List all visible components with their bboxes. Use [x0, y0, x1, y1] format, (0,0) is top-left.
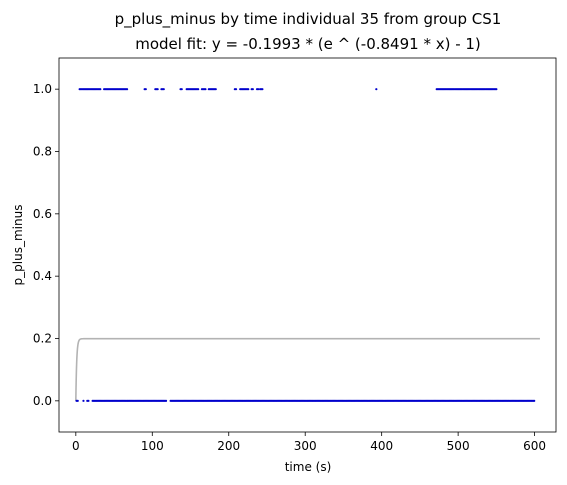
x-tick-label: 300 [294, 439, 317, 453]
x-tick-label: 400 [370, 439, 393, 453]
data-point [144, 88, 147, 91]
scatter-series-0 [78, 88, 498, 91]
data-point [533, 399, 536, 402]
data-point [164, 399, 168, 402]
chart-subtitle: model fit: y = -0.1993 * (e ^ (-0.8491 *… [135, 35, 481, 53]
data-point [156, 88, 159, 91]
data-point [257, 88, 260, 91]
fit-curve [75, 337, 540, 401]
x-tick-label: 200 [217, 439, 240, 453]
data-point [214, 88, 217, 91]
y-tick-label: 0.4 [33, 269, 52, 283]
x-tick-label: 500 [447, 439, 470, 453]
x-tick-label: 100 [141, 439, 164, 453]
scatter-series-1 [75, 399, 536, 402]
data-point [162, 88, 165, 91]
y-tick-label: 0.0 [33, 394, 52, 408]
y-tick-label: 0.8 [33, 145, 52, 159]
x-tick-label: 600 [523, 439, 546, 453]
data-point [180, 88, 183, 91]
chart-title: p_plus_minus by time individual 35 from … [115, 10, 502, 29]
data-point [197, 88, 200, 91]
data-point [82, 399, 85, 402]
data-point [261, 88, 264, 91]
y-axis-ticks: 0.0 0.2 0.4 0.6 0.8 1.0 [33, 82, 59, 408]
data-point [87, 399, 90, 402]
axes-frame [58, 57, 557, 433]
data-point [251, 88, 254, 91]
plot-area [58, 57, 557, 433]
data-point [495, 88, 498, 91]
data-point [204, 88, 207, 91]
y-axis-label: p_plus_minus [11, 205, 25, 286]
data-point [234, 88, 238, 91]
data-point [76, 399, 79, 402]
data-point [375, 88, 378, 91]
data-point [247, 88, 250, 91]
y-tick-label: 0.6 [33, 207, 52, 221]
x-tick-label: 0 [72, 439, 80, 453]
y-tick-label: 1.0 [33, 82, 52, 96]
data-point [125, 88, 129, 91]
y-tick-label: 0.2 [33, 332, 52, 346]
data-point [99, 88, 102, 91]
x-axis-label: time (s) [285, 460, 332, 474]
x-axis-ticks: 0 100 200 300 400 500 600 [72, 432, 546, 453]
